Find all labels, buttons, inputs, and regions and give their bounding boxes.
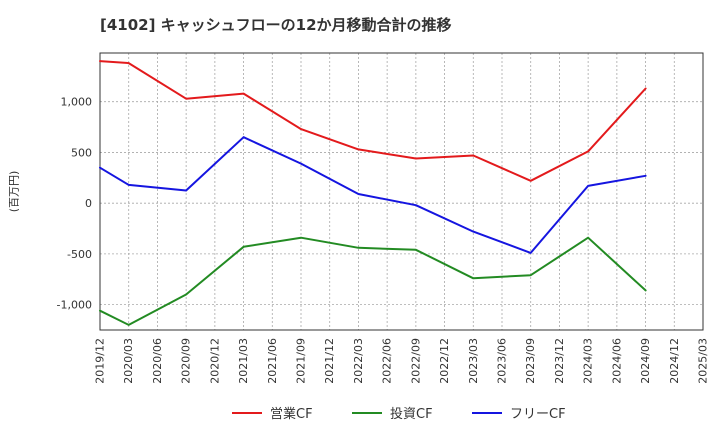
series-layer: [99, 60, 647, 326]
series-line-3: [99, 136, 647, 254]
x-tick-label: 2020/03: [122, 338, 135, 384]
x-tick-label: 2020/09: [180, 338, 193, 384]
series-line-2: [99, 236, 647, 326]
x-tick-label: 2021/06: [266, 338, 279, 384]
x-tick-label: 2021/12: [323, 338, 336, 384]
legend-label-3: フリーCF: [510, 407, 566, 422]
x-tick-label: 2024/12: [668, 338, 681, 384]
x-tick-label: 2022/09: [409, 338, 422, 384]
x-tick-label: 2024/06: [610, 338, 623, 384]
x-tick-label: 2020/06: [151, 338, 164, 384]
x-tick-label: 2025/03: [697, 338, 710, 384]
x-tick-label: 2022/12: [438, 338, 451, 384]
x-tick-label: 2024/03: [582, 338, 595, 384]
x-tick-label: 2024/09: [639, 338, 652, 384]
x-tick-label: 2022/03: [352, 338, 365, 384]
x-tick-label: 2021/09: [295, 338, 308, 384]
x-tick-label: 2019/12: [94, 338, 107, 384]
x-tick-label: 2021/03: [237, 338, 250, 384]
axis-layer: -1,000 -500 0 500 1,000 2019/12 2020/03 2020/06…: [8, 52, 710, 384]
x-tick-label: 2023/12: [553, 338, 566, 384]
y-tick-label: 0: [85, 197, 92, 210]
legend-label-2: 投資CF: [390, 406, 433, 422]
y-tick-label: 500: [71, 146, 92, 159]
series-line-1: [99, 60, 647, 182]
grid-layer: [99, 53, 704, 330]
x-tick-label: 2022/06: [381, 338, 394, 384]
x-tick-label: 2020/12: [208, 338, 221, 384]
y-tick-label: -1,000: [57, 299, 92, 312]
legend-label-1: 営業CF: [270, 406, 313, 422]
x-tick-label: 2023/09: [524, 338, 537, 384]
x-tick-label: 2023/06: [496, 338, 509, 384]
y-axis-label: (百万円): [8, 171, 21, 213]
chart-title: [4102] キャッシュフローの12か月移動合計の推移: [100, 16, 452, 34]
y-tick-label: 1,000: [61, 96, 93, 109]
y-tick-label: -500: [67, 248, 92, 261]
legend: 営業CF 投資CF フリーCF: [232, 406, 566, 422]
plot-frame: [99, 52, 704, 331]
x-tick-label: 2023/03: [467, 338, 480, 384]
